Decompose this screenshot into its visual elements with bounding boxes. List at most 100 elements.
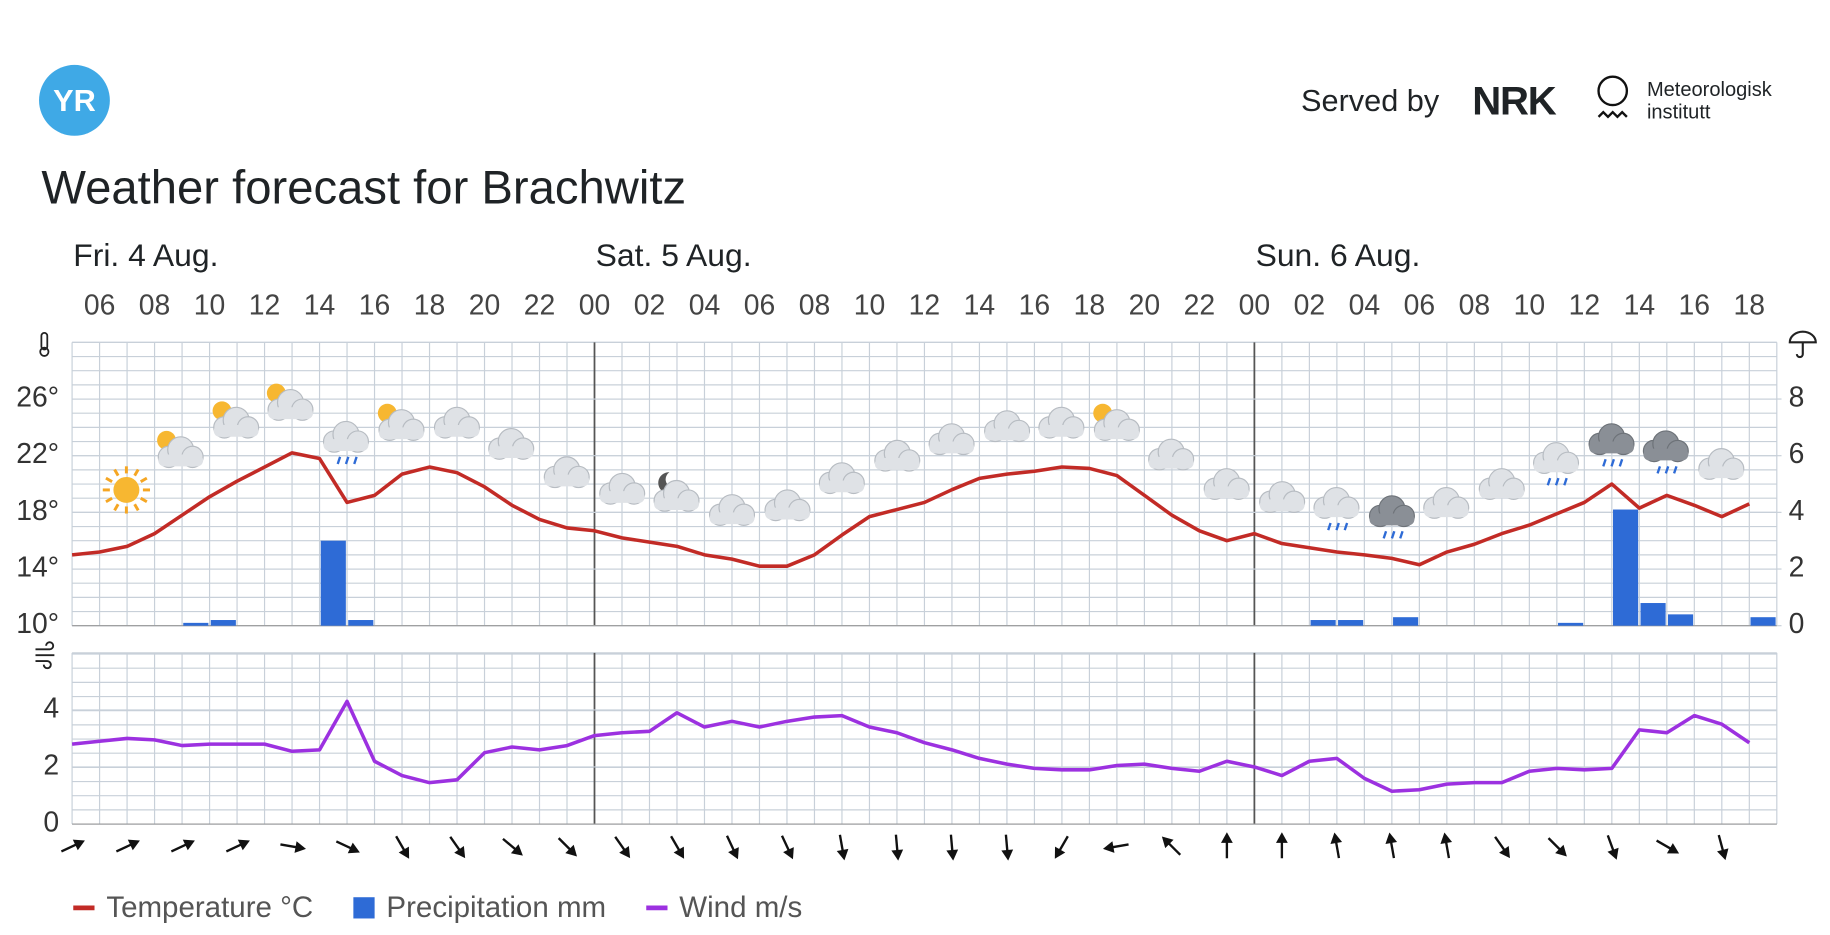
x-tick-label: 02 xyxy=(1294,289,1326,321)
arrow-head xyxy=(127,839,140,851)
x-tick-label: 20 xyxy=(1129,289,1161,321)
arrow-head xyxy=(1607,847,1619,860)
rain-drop xyxy=(1554,477,1560,486)
wind-arrow xyxy=(946,834,959,861)
weather-icon xyxy=(102,466,150,514)
cloud-base xyxy=(323,439,369,451)
sun xyxy=(113,476,140,503)
x-tick-label: 08 xyxy=(799,289,831,321)
served-by: Served by xyxy=(1301,83,1440,118)
weather-icon xyxy=(764,489,811,522)
cloud-base xyxy=(1423,505,1469,518)
x-tick-label: 08 xyxy=(139,289,171,321)
cloud-base xyxy=(268,407,313,420)
weather-icon xyxy=(653,472,700,512)
y-tick-label: 14° xyxy=(16,552,59,584)
arrow-head xyxy=(1499,845,1510,859)
y-tick-label: 10° xyxy=(16,608,59,640)
precip-bar xyxy=(183,622,209,626)
weather-icon xyxy=(1533,442,1580,486)
weather-icon xyxy=(1148,438,1195,471)
wind-arrow xyxy=(1717,834,1729,861)
arrow-head xyxy=(565,844,578,857)
logo: YR xyxy=(53,83,96,118)
weather-icon xyxy=(874,439,921,472)
precip-bar xyxy=(1668,614,1694,626)
rain-drop xyxy=(1390,530,1396,539)
wind-arrow xyxy=(1547,837,1567,857)
precip-bar xyxy=(1613,509,1639,626)
sun-ray xyxy=(139,496,148,504)
cloud-base xyxy=(1314,505,1359,518)
arrow-head xyxy=(294,841,306,853)
sun-ray xyxy=(139,476,148,483)
wind-arrow xyxy=(170,839,195,853)
wind-arrow xyxy=(1054,835,1069,859)
y2-tick-label: 0 xyxy=(1789,608,1805,640)
arrow-head xyxy=(836,848,849,861)
wind-icon xyxy=(35,641,55,670)
weather-icon xyxy=(1588,423,1635,467)
rain-drop xyxy=(1382,530,1388,539)
cloud-base xyxy=(158,454,204,467)
rain-drop xyxy=(1672,465,1678,474)
met-logo-wave xyxy=(1597,110,1628,119)
cloud-base xyxy=(379,427,424,440)
wind-arrow xyxy=(225,839,250,853)
cloud-base xyxy=(599,491,645,503)
wind-arrow xyxy=(836,834,849,861)
sun-ray xyxy=(105,476,113,483)
weather-icon xyxy=(1642,430,1689,474)
weather-icon xyxy=(322,420,369,465)
legend-swatch xyxy=(353,897,375,919)
arrow-head xyxy=(1001,849,1014,861)
wind-arrow xyxy=(670,835,685,859)
arrow-head xyxy=(237,839,250,851)
wind-arrow xyxy=(1606,834,1619,860)
line xyxy=(71,699,1751,793)
rain-drop xyxy=(1610,458,1616,467)
x-tick-label: 04 xyxy=(1349,289,1381,321)
wind-arrow xyxy=(1161,836,1182,856)
precip-bar xyxy=(1640,603,1666,626)
y-tick-label: 22° xyxy=(16,438,59,470)
day-label: Sat. 5 Aug. xyxy=(596,237,752,273)
precip-bar xyxy=(1338,620,1364,626)
x-tick-label: 10 xyxy=(1514,289,1546,321)
umbrella-icon xyxy=(1788,330,1817,359)
x-tick-label: 02 xyxy=(634,289,666,321)
rain-drop xyxy=(1399,530,1404,539)
cloud-base xyxy=(1038,425,1084,437)
rain-drop xyxy=(344,456,350,465)
arrow-head xyxy=(1102,841,1115,853)
precip-bar xyxy=(1558,622,1584,626)
x-tick-label: 12 xyxy=(909,289,941,321)
cloud-base xyxy=(1259,499,1305,512)
thermometer-icon xyxy=(39,332,50,357)
met-name: institutt xyxy=(1647,102,1711,124)
cloud-base xyxy=(1204,486,1250,499)
cloud-base xyxy=(1479,486,1525,499)
precip-bar xyxy=(1750,617,1776,626)
rain-drop xyxy=(1602,458,1607,467)
weather-icon xyxy=(1093,403,1140,441)
arrow-head xyxy=(673,846,685,859)
wind-arrow xyxy=(1102,841,1129,853)
y-tick-label: 2 xyxy=(43,749,59,781)
x-tick-label: 06 xyxy=(744,289,776,321)
weather-icon xyxy=(543,456,590,489)
x-tick-label: 16 xyxy=(359,289,391,321)
line xyxy=(71,451,1751,568)
weather-icon xyxy=(1368,495,1415,539)
met-logo xyxy=(1597,75,1629,107)
rain-drop xyxy=(1546,477,1552,486)
sun-ray xyxy=(133,468,140,477)
rain-drop xyxy=(1563,477,1568,486)
day-label: Sun. 6 Aug. xyxy=(1256,237,1421,273)
x-tick-label: 18 xyxy=(1074,289,1106,321)
weather-icon xyxy=(818,462,865,495)
y2-tick-label: 2 xyxy=(1789,552,1805,584)
cloud-base xyxy=(1533,460,1579,473)
